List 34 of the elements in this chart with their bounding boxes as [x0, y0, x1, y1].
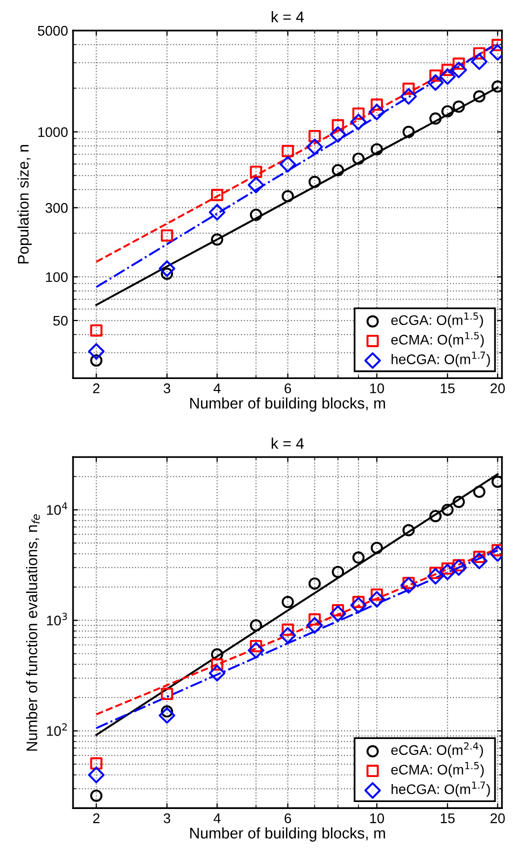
- x-tick-label: 2: [93, 383, 100, 394]
- x-axis-title: Number of building blocks, m: [190, 827, 385, 842]
- y-tick-label: 10$^{2}$: [47, 723, 67, 736]
- legend-label: eCGA: O(m$^{2.4}$): [391, 742, 483, 758]
- x-tick-label: 15: [440, 384, 455, 394]
- x-tick-label: 6: [284, 383, 292, 394]
- y-tick-label: 5000: [38, 26, 68, 36]
- x-tick-label: 20: [490, 383, 505, 394]
- x-tick-label: 4: [214, 384, 221, 394]
- x-tick-label: 4: [214, 814, 221, 824]
- legend-label: heCGA: O(m$^{1.7}$): [392, 352, 490, 367]
- x-tick-label: 3: [164, 813, 170, 824]
- y-tick-label: 1000: [38, 127, 68, 138]
- y-tick-label: 300: [46, 203, 68, 213]
- y-tick-label: 50: [53, 316, 68, 326]
- x-axis-title: Number of building blocks, m: [190, 397, 385, 412]
- y-axis-title: Population size, n: [17, 145, 32, 264]
- y-tick-label: 10$^{4}$: [47, 502, 68, 515]
- legend-label: eCMA: O(m$^{1.5}$): [391, 762, 484, 778]
- legend-label: eCMA: O(m$^{1.5}$): [391, 332, 484, 348]
- x-tick-label: 10: [370, 383, 384, 394]
- x-tick-label: 10: [370, 813, 384, 824]
- x-tick-label: 6: [284, 813, 292, 824]
- y-tick-label: 10$^{3}$: [47, 612, 67, 626]
- x-tick-label: 2: [93, 813, 100, 824]
- x-tick-label: 15: [440, 814, 455, 824]
- chart-title: k = 4: [272, 438, 304, 449]
- y-tick-label: 100: [46, 272, 68, 282]
- legend-label: heCGA: O(m$^{1.7}$): [392, 782, 490, 797]
- x-tick-label: 3: [164, 383, 170, 394]
- chart-title: k = 4: [272, 11, 304, 22]
- x-tick-label: 20: [490, 813, 505, 824]
- y-axis-title: Number of function evaluations, n$_{fe}$: [26, 514, 40, 751]
- legend-label: eCGA: O(m$^{1.5}$): [391, 312, 483, 328]
